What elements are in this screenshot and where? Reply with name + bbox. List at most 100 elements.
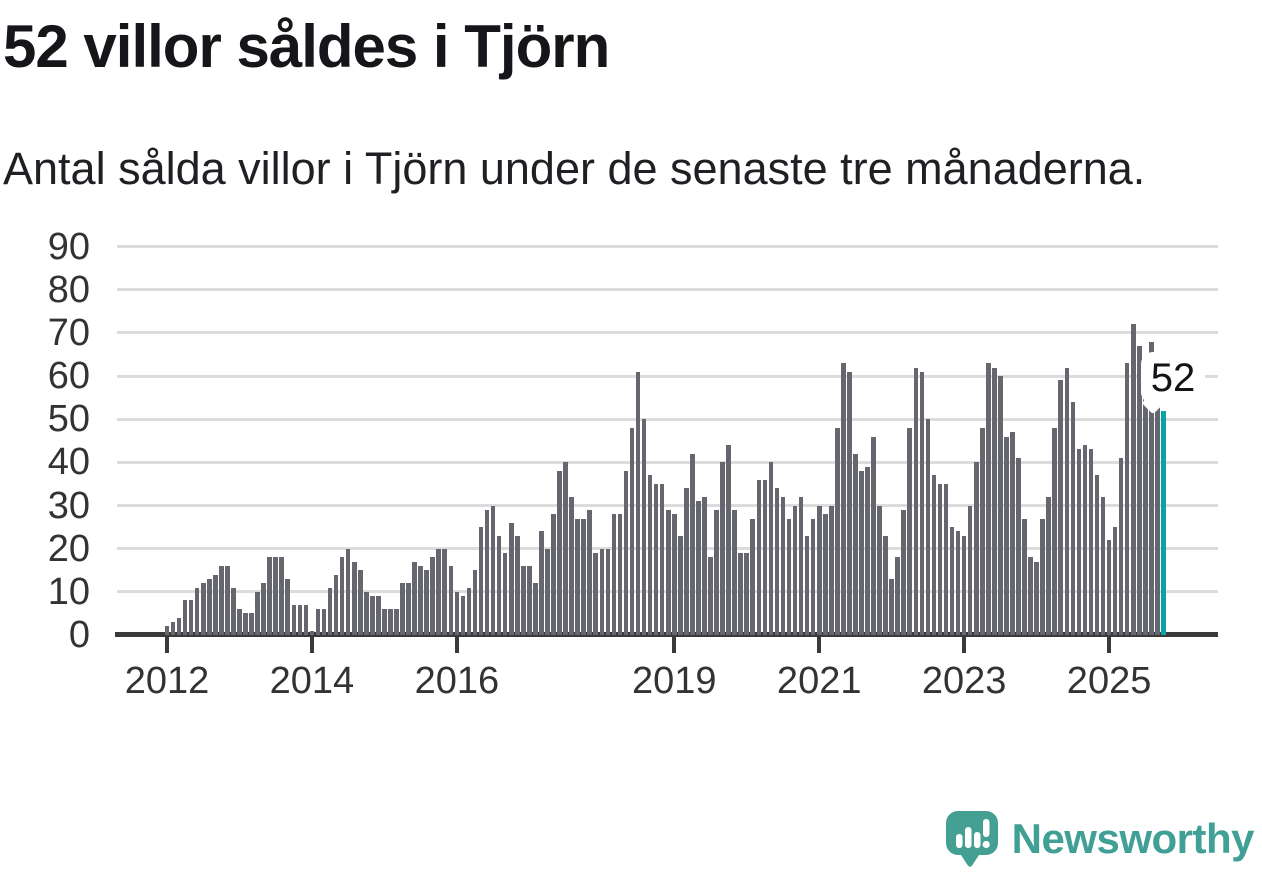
bar [792, 505, 798, 635]
bar [859, 471, 864, 635]
x-axis-tick-2025 [1107, 637, 1112, 653]
bar [1070, 402, 1076, 635]
bar [889, 578, 894, 635]
bar [261, 583, 266, 635]
bar [1028, 557, 1033, 635]
bar [176, 617, 182, 635]
bar [545, 548, 550, 635]
x-axis-label-2021: 2021 [776, 660, 862, 702]
bar [243, 613, 248, 635]
gridline-y-60 [117, 374, 1218, 378]
bar [490, 505, 496, 635]
bar [822, 514, 828, 635]
bar [1094, 475, 1100, 635]
bar [913, 367, 919, 635]
bar [1124, 363, 1130, 635]
bar [182, 600, 188, 635]
bar [992, 367, 997, 635]
bar [865, 466, 870, 635]
bar [925, 419, 931, 635]
x-axis-tick-2014 [309, 637, 314, 653]
x-axis-tick-2016 [454, 637, 459, 653]
bar [901, 509, 907, 635]
bar [1082, 445, 1088, 635]
bar [1112, 527, 1118, 635]
bar [478, 527, 484, 635]
bar [345, 548, 351, 635]
x-axis-label-2014: 2014 [269, 660, 355, 702]
bar [835, 427, 840, 635]
bar [370, 596, 375, 635]
bar [448, 565, 454, 635]
newsworthy-branding[interactable]: Newsworthy [944, 809, 1255, 869]
bar [557, 471, 562, 635]
x-axis-tick-2021 [817, 637, 822, 653]
bar [810, 518, 816, 635]
bar [623, 471, 629, 635]
bar [678, 535, 683, 635]
bar [412, 561, 417, 635]
x-axis-label-2012: 2012 [124, 660, 210, 702]
gridline-y-90 [117, 245, 1218, 249]
brand-name: Newsworthy [1011, 815, 1255, 862]
bar [1136, 345, 1142, 635]
bar [877, 505, 882, 635]
bar [430, 557, 435, 635]
bar [1100, 496, 1106, 635]
bar [1046, 496, 1051, 635]
highlighted-bar [1161, 410, 1166, 635]
bar [581, 518, 586, 635]
bar [605, 548, 611, 635]
x-axis-label-2023: 2023 [921, 660, 1007, 702]
bar [188, 600, 194, 635]
bar [756, 479, 762, 635]
bar [1034, 561, 1039, 635]
bar [376, 596, 381, 635]
bar [726, 445, 731, 635]
bar [1022, 518, 1027, 635]
y-axis-label-0: 0 [68, 614, 90, 656]
bar [919, 371, 925, 635]
bar [206, 578, 212, 635]
bar [895, 557, 900, 635]
bar [943, 483, 949, 635]
bar [641, 419, 647, 635]
bar [1076, 449, 1082, 635]
bar [219, 565, 224, 635]
bar [714, 509, 719, 635]
bar [539, 531, 544, 635]
bar [665, 509, 671, 635]
bar [502, 553, 508, 635]
bar [937, 483, 943, 635]
page-title: 52 villor såldes i Tjörn [3, 13, 610, 80]
bar [454, 591, 460, 635]
bar [1106, 540, 1112, 635]
bar [599, 548, 605, 635]
bar [521, 565, 526, 635]
bar [225, 565, 230, 635]
bar [816, 505, 822, 635]
bar [388, 609, 393, 635]
y-axis-label-90: 90 [47, 225, 90, 268]
bar [255, 591, 260, 635]
bar [841, 363, 846, 635]
bar [303, 604, 309, 635]
bar [611, 514, 617, 635]
bar [1064, 367, 1070, 635]
bar [249, 613, 254, 635]
bar [847, 371, 852, 635]
y-axis-label-40: 40 [47, 441, 90, 484]
gridline-y-70 [117, 331, 1218, 335]
bar [979, 427, 985, 635]
bar [786, 518, 792, 635]
bar [400, 583, 405, 635]
bar [285, 578, 291, 635]
bar [1016, 458, 1021, 635]
bar [551, 514, 556, 635]
bar [279, 557, 285, 635]
bar [1088, 449, 1094, 635]
bar [967, 505, 973, 635]
bar [732, 509, 737, 635]
bar [436, 548, 442, 635]
gridline-y-40 [117, 460, 1218, 464]
